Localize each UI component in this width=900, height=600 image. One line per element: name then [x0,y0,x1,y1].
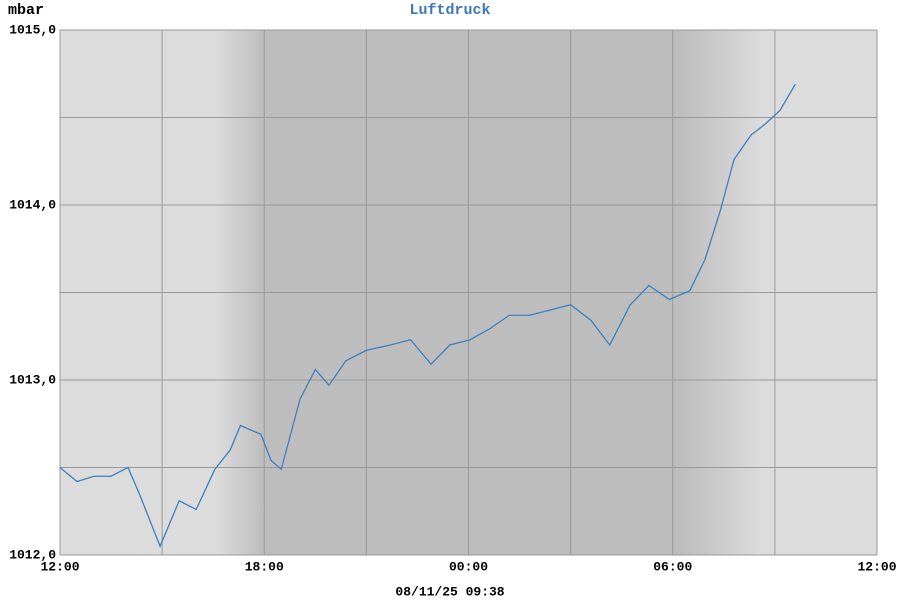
x-tick-label: 12:00 [40,559,79,574]
footer: 08/11/25 09:38 [395,584,504,599]
x-tick-label: 06:00 [653,559,692,574]
x-tick-label: 18:00 [245,559,284,574]
y-tick-label: 1014,0 [9,197,56,212]
data-line [59,83,796,548]
chart-title: Luftdruck [409,2,490,19]
y-tick-label: 1013,0 [9,372,56,387]
x-tick-label: 12:00 [857,559,896,574]
y-axis-label: mbar [8,2,44,19]
x-tick-label: 00:00 [449,559,488,574]
y-tick-label: 1015,0 [9,22,56,37]
y-tick-label: 1012,0 [9,547,56,562]
